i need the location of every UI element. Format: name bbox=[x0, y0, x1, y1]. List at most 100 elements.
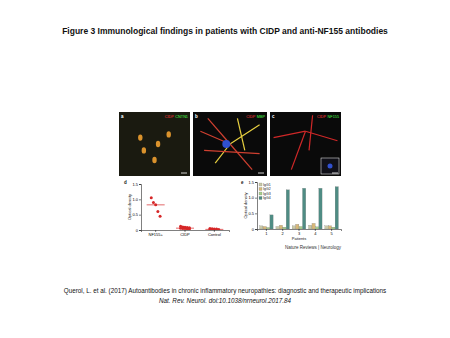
legend-swatch bbox=[259, 197, 262, 200]
figure-slide: Figure 3 Immunological findings in patie… bbox=[0, 0, 450, 338]
panel-letter: a bbox=[121, 114, 124, 119]
x-tick: Control bbox=[208, 230, 221, 237]
x-tick: 4 bbox=[314, 229, 317, 236]
legend-label: IgG1 bbox=[263, 183, 271, 187]
y-axis-title: Optical density bbox=[243, 192, 248, 218]
x-tick-label: NF155+ bbox=[148, 232, 163, 237]
median-line bbox=[205, 229, 223, 230]
y-tick: 0.5 bbox=[132, 212, 141, 217]
bar bbox=[328, 226, 331, 229]
y-tick-mark bbox=[255, 182, 257, 183]
panel-stain-labels: CIDPCNTN1 bbox=[165, 115, 188, 119]
x-tick: NF155+ bbox=[148, 230, 163, 237]
bar bbox=[283, 227, 286, 229]
median-line bbox=[147, 204, 165, 205]
fiber-stain bbox=[237, 118, 244, 150]
x-tick-label: Control bbox=[208, 232, 221, 237]
legend-swatch bbox=[259, 183, 262, 186]
legend-entry: IgG1 bbox=[259, 183, 271, 187]
y-tick-mark bbox=[255, 198, 257, 199]
micrograph-background bbox=[270, 112, 341, 176]
x-axis: NF155+ CIDP Control bbox=[142, 230, 230, 237]
micrograph-panel: a CIDPCNTN1 bbox=[119, 112, 190, 176]
x-tick: 1 bbox=[265, 229, 268, 236]
y-tick-label: 0.5 bbox=[248, 211, 254, 216]
stain-label: CIDP bbox=[246, 115, 256, 119]
inset-image bbox=[321, 158, 339, 174]
stain-label: MBP bbox=[257, 115, 266, 119]
y-tick: 0 bbox=[252, 227, 257, 232]
x-tick: 5 bbox=[331, 229, 334, 236]
panel-stain-labels: CIDPMBP bbox=[246, 115, 265, 119]
fiber-stain bbox=[274, 131, 306, 137]
y-tick: 0.5 bbox=[248, 211, 257, 216]
plot-marks bbox=[260, 187, 339, 229]
scale-bar bbox=[181, 173, 187, 174]
bar bbox=[286, 190, 289, 229]
y-axis: 00.51.01.5 bbox=[132, 182, 141, 233]
y-axis-line bbox=[139, 185, 142, 231]
y-tick-label: 1.0 bbox=[248, 195, 254, 200]
panel-letter: d bbox=[124, 180, 127, 185]
y-tick-label: 0.5 bbox=[132, 212, 138, 217]
bar bbox=[309, 225, 312, 229]
nucleus-stain bbox=[222, 140, 230, 148]
panel-stain-labels: CIDPNF155 bbox=[317, 115, 339, 119]
stain-label: CNTN1 bbox=[175, 115, 188, 119]
y-tick: 1.0 bbox=[132, 197, 141, 202]
node-stain bbox=[156, 141, 160, 147]
x-tick-label: CIDP bbox=[180, 232, 190, 237]
fiber-stain bbox=[291, 131, 305, 169]
bar bbox=[279, 225, 282, 229]
fiber-stain bbox=[230, 125, 260, 144]
bar bbox=[299, 226, 302, 229]
fiber-stain bbox=[230, 144, 252, 170]
x-tick-label: 1 bbox=[265, 231, 268, 236]
data-point bbox=[156, 210, 159, 213]
legend-entry: IgG3 bbox=[259, 192, 271, 196]
data-point bbox=[152, 201, 155, 204]
y-tick-label: 0 bbox=[252, 227, 255, 232]
bar bbox=[332, 227, 335, 229]
y-axis-line bbox=[255, 183, 258, 230]
y-tick-label: 1.5 bbox=[248, 180, 254, 185]
fiber-stain bbox=[309, 115, 313, 150]
y-tick-mark bbox=[139, 199, 141, 200]
micrograph-panel: c CIDPNF155 bbox=[270, 112, 341, 176]
legend-label: IgG3 bbox=[263, 192, 271, 196]
x-tick-label: 5 bbox=[331, 231, 334, 236]
node-stain bbox=[138, 134, 142, 140]
bar bbox=[319, 188, 322, 229]
data-point bbox=[159, 215, 162, 218]
x-tick: CIDP bbox=[180, 230, 190, 237]
x-tick-label: 2 bbox=[282, 231, 285, 236]
micrograph-panel: bCIDPMBP bbox=[193, 112, 267, 176]
bar bbox=[292, 226, 295, 229]
median-line bbox=[176, 228, 194, 229]
chart-panel: d00.51.01.5NF155+CIDPControlOptical dens… bbox=[124, 180, 230, 237]
bar bbox=[263, 226, 266, 229]
scale-bar bbox=[332, 173, 338, 174]
plot-marks bbox=[147, 196, 224, 230]
y-tick: 1.0 bbox=[248, 195, 257, 200]
legend-swatch bbox=[259, 192, 262, 195]
micrograph-background bbox=[119, 112, 190, 176]
legend-swatch bbox=[259, 188, 262, 191]
y-tick-mark bbox=[139, 184, 141, 185]
legend-entry: IgG2 bbox=[259, 187, 271, 191]
slide-title: Figure 3 Immunological findings in patie… bbox=[62, 26, 388, 36]
x-tick: 2 bbox=[282, 229, 285, 236]
y-tick-label: 0 bbox=[136, 228, 139, 233]
y-tick-mark bbox=[139, 230, 141, 231]
legend: IgG1IgG2IgG3IgG4 bbox=[259, 183, 271, 201]
legend-entry: IgG4 bbox=[259, 196, 271, 200]
bar bbox=[335, 187, 338, 229]
legend-label: IgG2 bbox=[263, 187, 271, 191]
fiber-stain bbox=[204, 150, 260, 153]
scale-bar bbox=[258, 173, 264, 174]
panel-letter: c bbox=[272, 114, 275, 119]
x-axis-title: Patients bbox=[292, 236, 306, 241]
bar bbox=[260, 226, 263, 229]
bar bbox=[276, 226, 279, 229]
bar bbox=[296, 224, 299, 229]
